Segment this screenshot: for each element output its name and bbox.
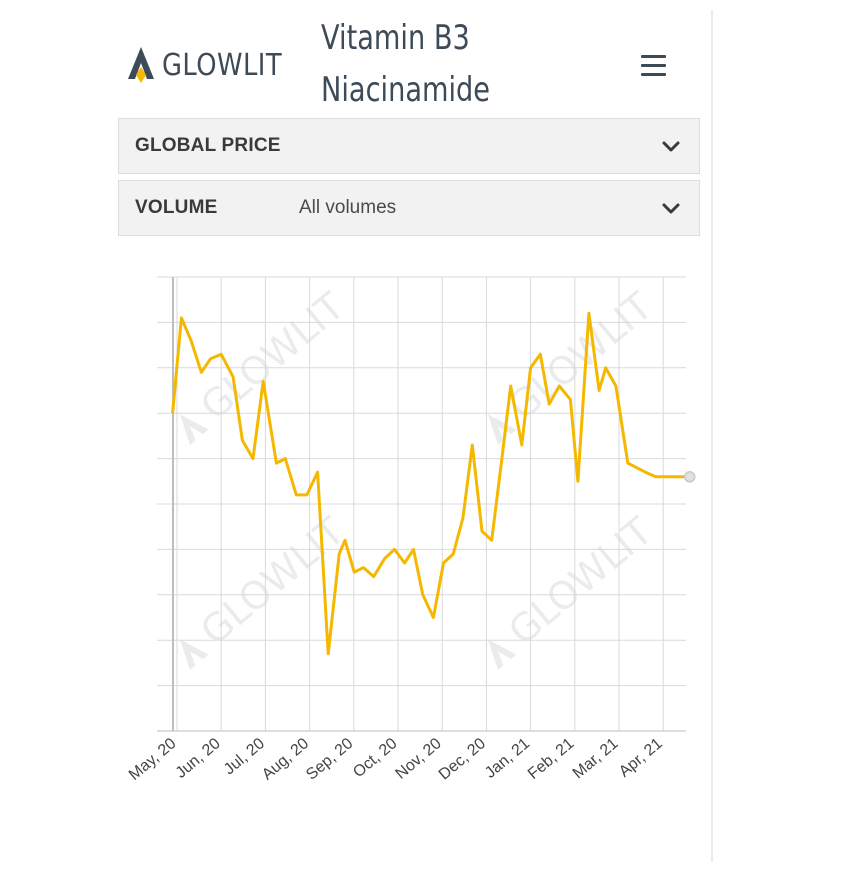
brand-logo[interactable]: GLOWLIT: [126, 43, 302, 87]
chart-grid: [157, 276, 686, 732]
page-header: GLOWLIT Vitamin B3 Niacinamide: [118, 10, 702, 118]
x-tick-label: Dec, 20: [436, 735, 489, 784]
watermark-text: GLOWLIT: [500, 509, 661, 654]
volume-label: VOLUME: [135, 197, 218, 218]
x-tick-label: Oct, 20: [350, 735, 401, 781]
page-title-line-1: Vitamin B3: [321, 18, 470, 58]
volume-value: All volumes: [299, 197, 397, 218]
watermark-text: GLOWLIT: [192, 509, 353, 654]
brand-name: GLOWLIT: [162, 47, 283, 83]
page-title: Vitamin B3 Niacinamide: [321, 12, 490, 116]
page-title-line-2: Niacinamide: [321, 70, 491, 110]
x-tick-label: Apr, 21: [616, 735, 666, 781]
watermark-logo: GLOWLIT: [179, 284, 353, 445]
watermark-logo: GLOWLIT: [487, 284, 661, 445]
global-price-label: GLOBAL PRICE: [135, 135, 281, 156]
hamburger-menu-icon[interactable]: [638, 50, 668, 80]
watermark-text: GLOWLIT: [500, 284, 661, 429]
last-point-marker[interactable]: [683, 471, 696, 483]
glowlit-logo-icon: [128, 47, 154, 83]
chart-series: [171, 311, 696, 656]
price-series-line: [171, 311, 690, 656]
x-tick-label: Mar, 21: [570, 735, 622, 782]
chevron-down-icon[interactable]: [661, 137, 681, 157]
x-tick-label: Jun, 20: [173, 735, 224, 782]
x-tick-label: Aug, 20: [259, 735, 312, 784]
content-divider: [711, 10, 713, 862]
volume-dropdown[interactable]: VOLUME All volumes: [118, 180, 700, 236]
x-tick-label: Nov, 20: [393, 735, 445, 783]
global-price-dropdown[interactable]: GLOBAL PRICE: [118, 118, 700, 174]
x-tick-label: Sep, 20: [303, 735, 356, 784]
watermark-logo: GLOWLIT: [487, 509, 661, 670]
x-tick-label: May, 20: [126, 735, 180, 784]
chevron-down-icon[interactable]: [661, 199, 681, 219]
x-tick-label: Feb, 21: [525, 735, 578, 783]
x-tick-label: Jan, 21: [482, 735, 533, 782]
